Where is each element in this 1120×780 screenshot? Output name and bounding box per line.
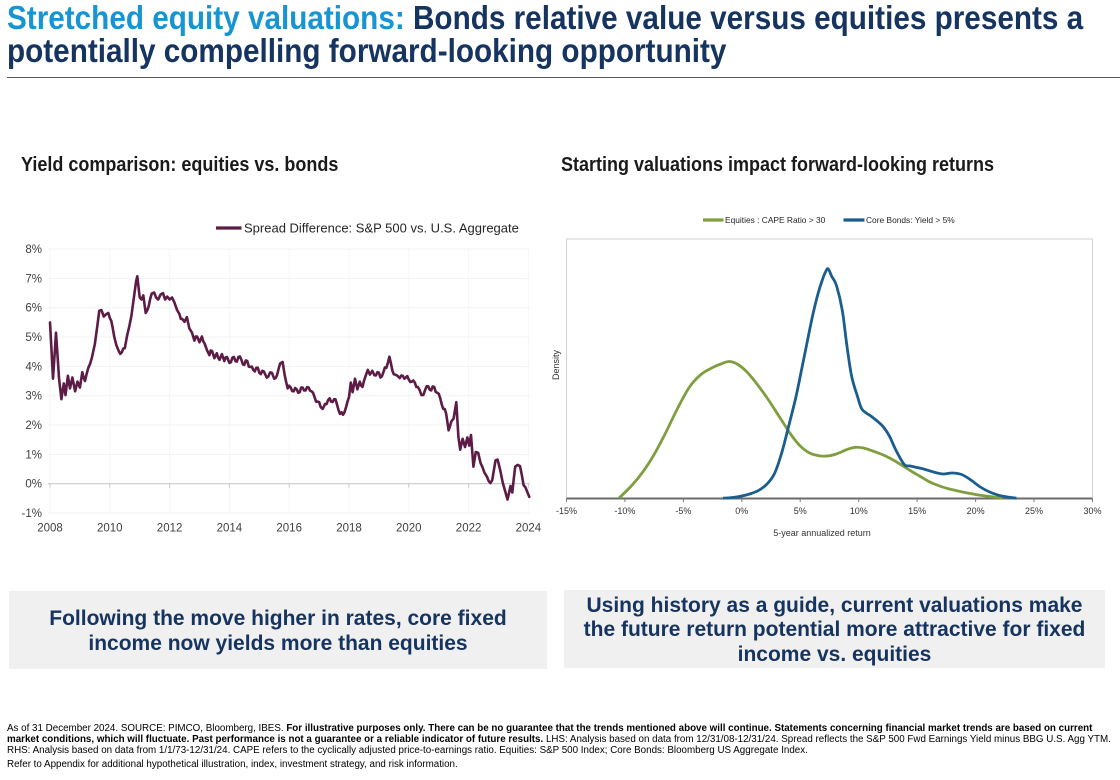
svg-text:Density: Density [551, 349, 561, 380]
svg-text:5%: 5% [25, 332, 42, 344]
svg-text:1%: 1% [25, 449, 42, 461]
svg-text:4%: 4% [25, 361, 42, 373]
svg-text:30%: 30% [1083, 506, 1101, 516]
svg-text:-5%: -5% [675, 506, 691, 516]
svg-text:5-year annualized return: 5-year annualized return [773, 528, 871, 538]
svg-text:25%: 25% [1025, 506, 1043, 516]
svg-text:Equities : CAPE Ratio > 30: Equities : CAPE Ratio > 30 [725, 215, 826, 225]
svg-text:-10%: -10% [614, 506, 635, 516]
svg-text:2016: 2016 [276, 523, 302, 535]
svg-text:2024: 2024 [516, 523, 542, 535]
svg-text:2012: 2012 [157, 523, 183, 535]
svg-text:2020: 2020 [396, 523, 422, 535]
svg-text:0%: 0% [735, 506, 748, 516]
svg-text:15%: 15% [908, 506, 926, 516]
svg-text:7%: 7% [25, 273, 42, 285]
svg-text:5%: 5% [794, 506, 807, 516]
svg-text:6%: 6% [25, 303, 42, 315]
svg-text:2008: 2008 [37, 523, 63, 535]
svg-text:2014: 2014 [217, 523, 243, 535]
svg-text:20%: 20% [967, 506, 985, 516]
svg-text:0%: 0% [25, 479, 42, 491]
svg-text:Spread Difference: S&P 500 vs.: Spread Difference: S&P 500 vs. U.S. Aggr… [244, 221, 519, 236]
svg-text:8%: 8% [25, 244, 42, 256]
svg-text:2%: 2% [25, 420, 42, 432]
svg-text:10%: 10% [850, 506, 868, 516]
svg-text:2010: 2010 [97, 523, 123, 535]
svg-text:-1%: -1% [22, 508, 42, 520]
svg-text:2022: 2022 [456, 523, 482, 535]
svg-text:Core Bonds: Yield > 5%: Core Bonds: Yield > 5% [866, 215, 955, 225]
svg-text:2018: 2018 [336, 523, 362, 535]
svg-text:3%: 3% [25, 391, 42, 403]
svg-text:-15%: -15% [556, 506, 577, 516]
